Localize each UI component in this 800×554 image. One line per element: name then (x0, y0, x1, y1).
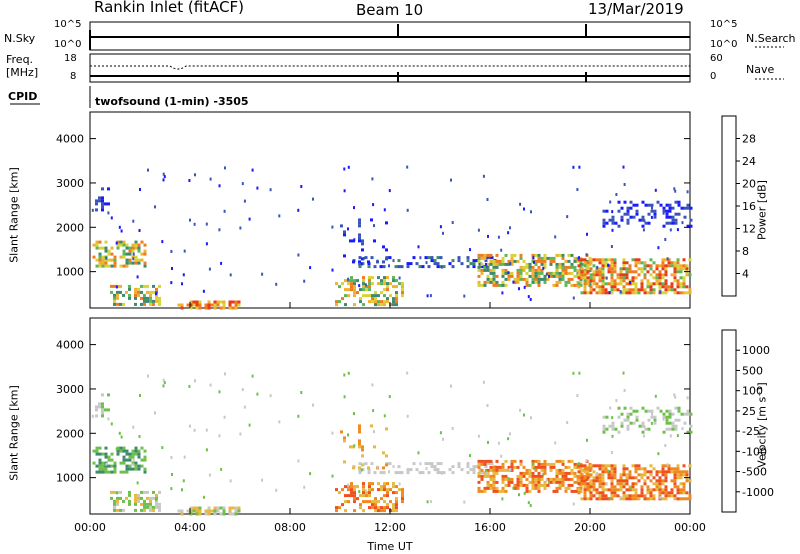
power-cbar-tick-label: 12 (742, 223, 756, 236)
xaxis-label: Time UT (367, 540, 413, 553)
power-ytick-label: 2000 (56, 221, 84, 234)
velocity-cbar-tick-label: 100 (742, 385, 763, 398)
velocity-cbar-tick-label: -1000 (742, 486, 774, 499)
velocity-ytick-label: 4000 (56, 339, 84, 352)
xtick-label: 00:00 (74, 521, 106, 534)
power-cbar-tick-label: 8 (742, 245, 749, 258)
freq-label-2: [MHz] (6, 66, 39, 79)
velocity-cbar-tick-label: -100 (742, 445, 767, 458)
cpid-label: CPID (8, 90, 38, 103)
xtick-label: 04:00 (174, 521, 206, 534)
cpid-value: twofsound (1-min) -3505 (95, 95, 249, 108)
power-ytick-label: 4000 (56, 133, 84, 146)
freq-panel-frame (89, 53, 691, 83)
velocity-cbar-frame (721, 329, 737, 513)
nave-tick-top: 60 (710, 53, 723, 64)
nsky-label: N.Sky (4, 32, 36, 45)
nsky-tick-bottom: 10^0 (54, 39, 82, 50)
velocity-echoes (91, 371, 693, 516)
nsearch-tick-top: 10^5 (710, 19, 738, 30)
xtick-label: 00:00 (674, 521, 706, 534)
velocity-ytick-label: 1000 (56, 472, 84, 485)
velocity-cbar-tick-label: 500 (742, 364, 763, 377)
power-cbar-tick-label: 4 (742, 268, 749, 281)
freq-tick-bottom: 8 (70, 71, 77, 82)
power-cbar-frame (721, 115, 737, 297)
station-title: Rankin Inlet (fitACF) (94, 0, 245, 16)
power-cbar-tick-label: 20 (742, 178, 756, 191)
velocity-ytick-label: 3000 (56, 383, 84, 396)
nave-tick-bottom: 0 (710, 71, 717, 82)
beam-title: Beam 10 (356, 1, 424, 19)
power-ytick-label: 1000 (56, 266, 84, 279)
nsearch-tick-bottom: 10^0 (710, 39, 738, 50)
xtick-label: 12:00 (374, 521, 406, 534)
nave-trace (90, 65, 690, 70)
power-cbar-tick-label: 24 (742, 155, 756, 168)
xtick-label: 08:00 (274, 521, 306, 534)
power-ytick-label: 3000 (56, 177, 84, 190)
nsky-tick-top: 10^5 (54, 19, 82, 30)
velocity-cbar-tick-label: -500 (742, 466, 767, 479)
power-cbar-tick-label: 28 (742, 133, 756, 146)
nave-label: Nave (746, 63, 775, 76)
freq-tick-top: 18 (64, 53, 77, 64)
velocity-ytick-label: 2000 (56, 427, 84, 440)
velocity-cbar-tick-label: 1000 (742, 344, 770, 357)
power-cbar-tick-label: 16 (742, 200, 756, 213)
xtick-label: 20:00 (574, 521, 606, 534)
freq-label-1: Freq. (6, 53, 34, 66)
velocity-cbar-tick-label: -25 (742, 425, 760, 438)
nsearch-label: N.Search (746, 32, 796, 45)
xtick-label: 16:00 (474, 521, 506, 534)
date-title: 13/Mar/2019 (588, 0, 684, 18)
velocity-cbar-tick-label: 25 (742, 405, 756, 418)
power-echoes (91, 165, 693, 310)
